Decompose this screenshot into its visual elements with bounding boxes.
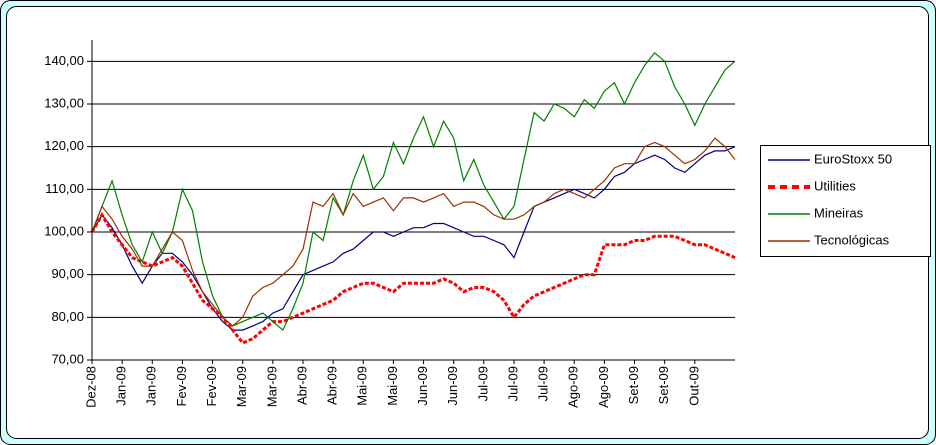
x-tick-label: Mar-09: [234, 366, 249, 407]
legend: [760, 145, 931, 257]
legend-entries: EuroStoxx 50 Utilities Mineiras Tecnológica…: [768, 151, 892, 247]
x-tick-label: Mai-09: [355, 366, 370, 406]
series-line: [90, 211, 736, 345]
legend-label: EuroStoxx 50: [814, 151, 892, 166]
y-tick-label: 80,00: [51, 309, 84, 324]
x-tick-label: Mar-09: [264, 366, 279, 407]
y-tick-label: 110,00: [45, 181, 84, 196]
x-tick-label: Jan-09: [144, 366, 159, 406]
y-tick-label: 90,00: [51, 266, 84, 281]
x-tick-label: Jul-09: [536, 366, 551, 401]
x-tick-label: Fev-09: [174, 366, 189, 406]
y-tick-label: 130,00: [44, 95, 84, 110]
grid: [92, 60, 735, 361]
x-tick-label: Jul-09: [475, 366, 490, 401]
x-tick-label: Set-09: [656, 366, 671, 404]
lines: [90, 51, 736, 345]
series-line: [91, 51, 736, 332]
x-tick-label: Fev-09: [204, 366, 219, 406]
x-tick-label: Dez-08: [83, 366, 98, 408]
legend-label: Tecnológicas: [814, 232, 890, 247]
legend-label: Utilities: [814, 178, 856, 193]
axes: 70,00 80,00 90,00 100,00 110,00 120,00 130,00 1…: [44, 40, 735, 408]
x-tick-label: Jan-09: [114, 366, 129, 406]
x-tick-label: Abr-09: [294, 366, 309, 405]
y-tick-label: 70,00: [51, 351, 84, 366]
series-line: [91, 146, 736, 331]
y-tick-label: 100,00: [44, 223, 84, 238]
y-tick-label: 120,00: [44, 138, 84, 153]
y-tick-label: 140,00: [44, 53, 84, 68]
x-tick-label: Jun-09: [415, 366, 430, 406]
x-tick-label: Abr-09: [325, 366, 340, 405]
x-tick-label: Ago-09: [596, 366, 611, 408]
x-tick-label: Out-09: [686, 366, 701, 406]
x-tick-label: Jul-09: [505, 366, 520, 401]
legend-label: Mineiras: [814, 205, 864, 220]
x-tick-label: Ago-09: [566, 366, 581, 408]
x-tick-label: Set-09: [626, 366, 641, 404]
x-tick-label: Jun-09: [445, 366, 460, 406]
series-line: [91, 137, 736, 327]
x-tick-label: Mai-09: [385, 366, 400, 406]
